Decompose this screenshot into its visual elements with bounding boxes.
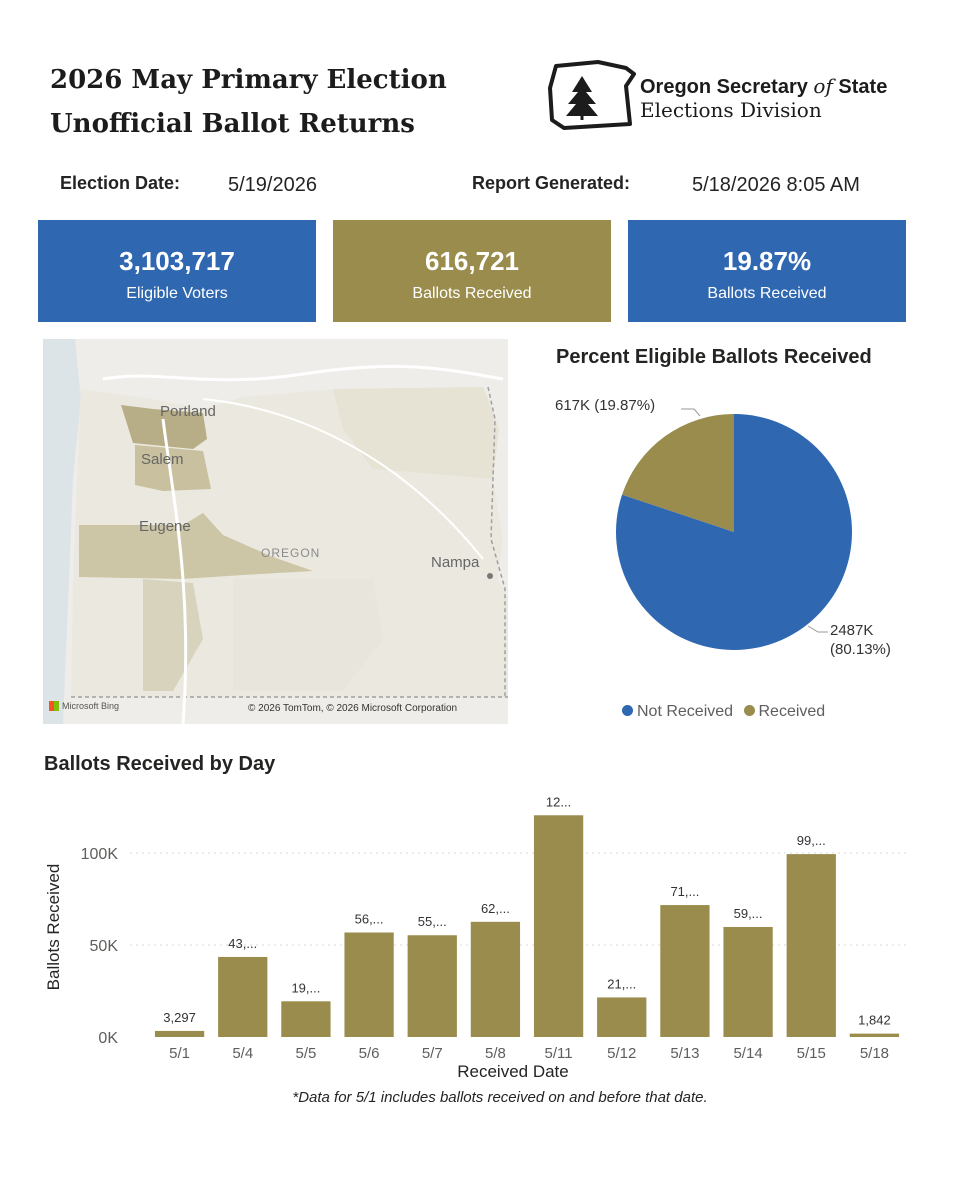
kpi-eligible-voters: 3,103,717 Eligible Voters [38, 220, 316, 322]
x-tick-label: 5/13 [670, 1045, 699, 1060]
x-tick-label: 5/5 [295, 1045, 316, 1060]
logo-line-2: Elections Division [640, 98, 822, 122]
bar-data-label: 55,... [418, 914, 447, 929]
bar-5-18[interactable] [849, 1033, 900, 1037]
title-line-1: 2026 May Primary Election [50, 65, 447, 95]
oregon-sos-logo: Oregon Secretary of State Elections Divi… [546, 58, 926, 134]
pie-chart-title: Percent Eligible Ballots Received [556, 346, 872, 368]
bar-chart-title: Ballots Received by Day [44, 753, 276, 775]
y-tick-label: 0K [98, 1030, 118, 1047]
pie-slice-not-received[interactable] [615, 414, 852, 651]
pie-label-not-received: 2487K (80.13%) [830, 622, 891, 658]
bar-5-13[interactable] [660, 905, 710, 1037]
x-tick-label: 5/11 [545, 1045, 573, 1060]
kpi-value: 3,103,717 [119, 246, 235, 276]
kpi-caption: Ballots Received [412, 285, 532, 302]
map-state-label: OREGON [261, 546, 321, 560]
bar-5-5[interactable] [281, 1001, 331, 1037]
bar-5-12[interactable] [597, 997, 647, 1037]
bar-5-4[interactable] [218, 956, 268, 1037]
microsoft-icon [49, 701, 59, 711]
footnote: *Data for 5/1 includes ballots received … [292, 1089, 708, 1106]
x-tick-label: 5/12 [607, 1045, 636, 1060]
bar-data-label: 59,... [734, 906, 763, 921]
bar-5-11[interactable] [533, 815, 584, 1037]
title-line-2: Unofficial Ballot Returns [50, 109, 415, 139]
map-city-label: Portland [160, 403, 216, 420]
bar-data-label: 3,297 [163, 1010, 196, 1025]
bar-data-label: 12... [546, 794, 571, 809]
x-tick-label: 5/18 [860, 1045, 889, 1060]
bar-data-label: 1,842 [858, 1013, 891, 1028]
kpi-value: 19.87% [722, 246, 812, 276]
x-axis-label: Received Date [457, 1062, 569, 1081]
bar-data-label: 99,... [797, 833, 826, 848]
bar-5-8[interactable] [470, 921, 521, 1037]
kpi-caption: Ballots Received [707, 285, 827, 302]
x-tick-label: 5/8 [485, 1045, 506, 1060]
report-generated-value: 5/18/2026 8:05 AM [692, 174, 860, 196]
county-map[interactable]: Portland Salem Eugene Nampa OREGON Micro… [43, 339, 508, 724]
x-tick-label: 5/6 [359, 1045, 380, 1060]
bar-5-14[interactable] [723, 926, 773, 1037]
map-city-label: Salem [141, 451, 184, 468]
legend-item-not-received[interactable]: Not Received [637, 703, 734, 720]
report-generated-label: Report Generated: [472, 173, 631, 193]
report-title: 2026 May Primary Election Unofficial Bal… [50, 58, 447, 146]
x-tick-label: 5/14 [733, 1045, 762, 1060]
pie-leader-line [807, 625, 828, 633]
oregon-tree-icon [548, 60, 636, 130]
kpi-ballots-received-pct: 19.87% Ballots Received [628, 220, 906, 322]
bar-5-15[interactable] [786, 854, 836, 1037]
x-tick-label: 5/1 [169, 1045, 190, 1060]
pie-slice-received[interactable] [622, 414, 734, 532]
y-tick-label: 50K [90, 938, 119, 955]
bar-data-label: 21,... [607, 976, 636, 991]
x-tick-label: 5/7 [422, 1045, 443, 1060]
bar-data-label: 43,... [228, 936, 257, 951]
pie-label-received: 617K (19.87%) [555, 397, 656, 414]
logo-line-1: Oregon Secretary of State [640, 74, 888, 98]
bar-5-7[interactable] [407, 935, 457, 1037]
bar-data-label: 19,... [291, 980, 320, 995]
y-tick-label: 100K [81, 846, 119, 863]
bar-data-label: 62,... [481, 901, 510, 916]
pie-legend: Not Received Received [622, 703, 825, 721]
map-city-label: Nampa [431, 554, 480, 571]
legend-swatch-not-received [622, 705, 633, 716]
map-copyright: © 2026 TomTom, © 2026 Microsoft Corporat… [248, 703, 458, 714]
bar-5-1[interactable] [154, 1030, 205, 1037]
bing-logo: Microsoft Bing [49, 701, 119, 711]
bar-chart: 0K 50K 100K 3,297 5/1 43,... 5/4 19,... 5/5 56,..… [81, 794, 906, 1060]
election-date-value: 5/19/2026 [228, 174, 317, 196]
map-city-label: Eugene [139, 518, 191, 535]
bar-data-label: 71,... [670, 884, 699, 899]
bar-5-6[interactable] [344, 932, 394, 1037]
kpi-caption: Eligible Voters [126, 285, 228, 302]
x-tick-label: 5/15 [797, 1045, 826, 1060]
legend-swatch-received [743, 705, 755, 716]
election-date-label: Election Date: [60, 173, 181, 193]
bar-data-label: 56,... [355, 911, 384, 926]
x-tick-label: 5/4 [232, 1045, 253, 1060]
kpi-ballots-received: 616,721 Ballots Received [333, 220, 611, 322]
kpi-value: 616,721 [425, 246, 519, 276]
pie-leader-line [681, 408, 701, 417]
legend-item-received[interactable]: Received [758, 703, 826, 720]
